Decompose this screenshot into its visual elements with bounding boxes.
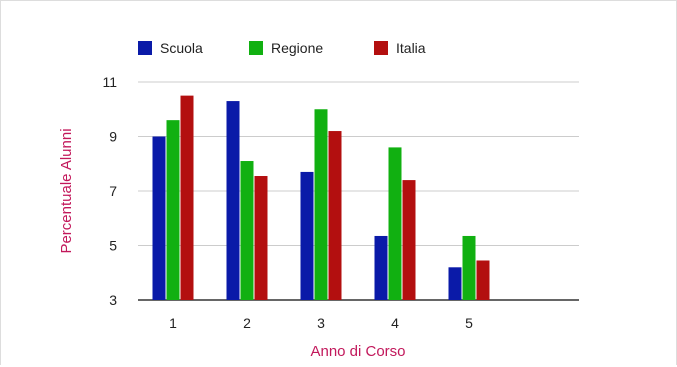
y-tick-label: 11 [102,74,117,90]
bar-scuola-5 [448,267,462,300]
bars [152,95,490,301]
bar-regione-2 [240,161,254,300]
x-tick-label: 4 [391,315,399,331]
legend: Scuola Regione Italia [138,40,426,56]
bar-italia-1 [180,95,194,300]
y-tick-label: 9 [109,129,117,145]
bar-regione-3 [314,109,328,300]
x-tick-label: 2 [243,315,251,331]
bar-italia-4 [402,180,416,300]
x-axis-ticks: 1 2 3 4 5 [169,315,473,331]
bar-scuola-1 [152,136,166,300]
bar-regione-5 [462,235,476,300]
legend-label-italia: Italia [396,40,426,56]
legend-swatch-regione [249,41,263,55]
gridlines [138,81,579,301]
y-tick-label: 3 [109,292,117,308]
bar-regione-1 [166,120,180,301]
bar-italia-3 [328,131,342,300]
x-axis-title: Anno di Corso [310,343,405,360]
legend-label-scuola: Scuola [160,40,203,56]
bar-scuola-4 [374,235,388,300]
legend-label-regione: Regione [271,40,323,56]
y-tick-label: 5 [109,238,117,254]
legend-swatch-italia [374,41,388,55]
bar-italia-2 [254,176,268,300]
bar-regione-4 [388,147,402,300]
bar-scuola-3 [300,171,314,300]
bar-scuola-2 [226,101,240,300]
x-tick-label: 1 [169,315,177,331]
x-tick-label: 3 [317,315,325,331]
bar-italia-5 [476,260,490,300]
x-tick-label: 5 [465,315,473,331]
y-axis-ticks: 3 5 7 9 11 [102,74,117,308]
legend-swatch-scuola [138,41,152,55]
y-axis-title: Percentuale Alunni [58,128,75,253]
y-tick-label: 7 [109,183,117,199]
